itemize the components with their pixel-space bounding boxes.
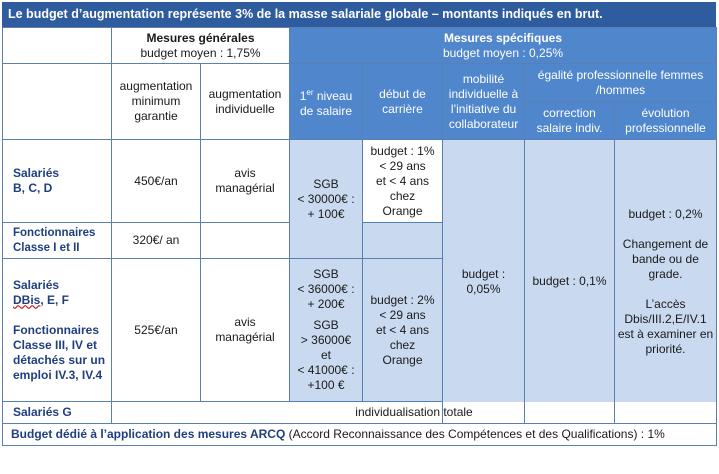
niveau-salaire-2a: SGB < 36000€ : + 200€ — [297, 267, 355, 311]
bcd-min-amount: 450€/an — [111, 139, 201, 223]
niveau-salaire-rest: niveau de salaire — [299, 88, 353, 118]
label-ef: , E, F — [40, 292, 70, 307]
egalite-header: égalité professionnelle femmes /hommes — [523, 63, 718, 102]
niveau-salaire-2b: SGB > 36000€ et < 41000€ : +100 € — [297, 318, 355, 392]
niveau-salaire-1: SGB < 30000€ : + 100€ — [289, 139, 363, 259]
niveau-salaire-num: 1 — [299, 88, 307, 103]
label-salaries-dbis: Salariés — [13, 277, 60, 292]
empty-corner-cell — [2, 27, 112, 64]
label-dbis: DBis — [13, 292, 41, 307]
correction-header: correction salaire indiv. — [524, 101, 615, 140]
row-dbis-ef: Salariés DBis, E, F Fonctionnaires Class… — [2, 258, 717, 402]
niveau-salaire-sup: er — [306, 87, 314, 97]
row-footer: Budget dédié à l’application des mesures… — [1, 423, 718, 446]
bcd-indiv: avis managérial — [200, 139, 290, 223]
evolution-budget: budget : 0,2% — [628, 206, 703, 221]
footer-normal: (Accord Reconnaissance des Compétences e… — [285, 427, 665, 441]
debut-carriere-2: budget : 2% < 29 ans et < 4 ans chez Ora… — [362, 258, 443, 402]
header-row-2: augmentation minimum garantie augmentati… — [2, 63, 718, 140]
label-fonctionnaires-3-4: Fonctionnaires Classe III, IV et détaché… — [13, 322, 106, 382]
header-row-3: correction salaire indiv. évolution prof… — [3, 101, 718, 140]
mobilite-budget: budget : 0,05% — [442, 139, 525, 424]
empty-label-header — [2, 63, 112, 140]
dbis-min-amount: 525€/an — [111, 258, 201, 402]
mobilite-header: mobilité individuelle à l’initiative du … — [442, 63, 525, 140]
mesures-specifiques-header: Mesures spécifiques budget moyen : 0,25% — [288, 27, 718, 64]
evolution-cell: budget : 0,2% Changement de bande ou de … — [613, 139, 718, 424]
niveau-salaire-header: 1er niveau de salaire — [289, 63, 363, 140]
debut-carriere-header: début de carrière — [362, 63, 443, 140]
footer-bold: Budget dédié à l’application des mesures… — [11, 427, 286, 441]
label-dbis-line: DBis, E, F — [13, 293, 109, 308]
niveau-salaire-2: SGB < 36000€ : + 200€ SGB > 36000€ et < … — [289, 258, 363, 402]
generales-title: Mesures générales — [146, 30, 255, 45]
footer-cell: Budget dédié à l’application des mesures… — [1, 423, 718, 446]
header-row-1: Mesures générales budget moyen : 1,75% M… — [2, 27, 718, 64]
debut-carriere-1: budget : 1% < 29 ans et < 4 ans chez Ora… — [362, 139, 443, 223]
row-bcd: Salariés B, C, D 450€/an avis managérial… — [2, 139, 718, 424]
individualisation-totale: individualisation totale — [110, 401, 718, 424]
debut-carriere-empty — [362, 222, 443, 259]
label-salaries-bcd: Salariés B, C, D — [2, 139, 112, 223]
mesures-generales-header: Mesures générales budget moyen : 1,75% — [111, 27, 290, 64]
generales-budget: budget moyen : 1,75% — [140, 45, 261, 60]
evolution-text-2: L’accès Dbis/III.2,E/IV.1 est à examiner… — [617, 296, 714, 356]
evolution-text-1: Changement de bande ou de grade. — [622, 236, 709, 281]
dbis-indiv: avis managérial — [200, 258, 290, 402]
correction-budget: budget : 0,1% — [524, 139, 615, 424]
fonct-indiv-empty — [200, 222, 290, 259]
fonct-min-amount: 320€/ an — [111, 222, 201, 259]
row-salaries-g: Salariés G individualisation totale — [2, 401, 718, 424]
budget-table: Mesures générales budget moyen : 1,75% M… — [1, 27, 718, 446]
document-title: Le budget d’augmentation représente 3% d… — [2, 2, 716, 27]
label-dbis-ef-group: Salariés DBis, E, F Fonctionnaires Class… — [2, 258, 112, 402]
label-salaries-g: Salariés G — [2, 401, 112, 424]
row-fonctionnaires-1-2: Fonctionnaires Classe I et II 320€/ an — [2, 222, 717, 259]
label-fonctionnaires-1-2: Fonctionnaires Classe I et II — [2, 222, 112, 259]
aug-indiv-header: augmentation individuelle — [200, 63, 290, 140]
specifiques-budget: budget moyen : 0,25% — [442, 45, 564, 60]
evolution-header: évolution professionnelle — [613, 101, 718, 140]
aug-min-header: augmentation minimum garantie — [111, 63, 201, 140]
specifiques-title: Mesures spécifiques — [443, 30, 563, 45]
